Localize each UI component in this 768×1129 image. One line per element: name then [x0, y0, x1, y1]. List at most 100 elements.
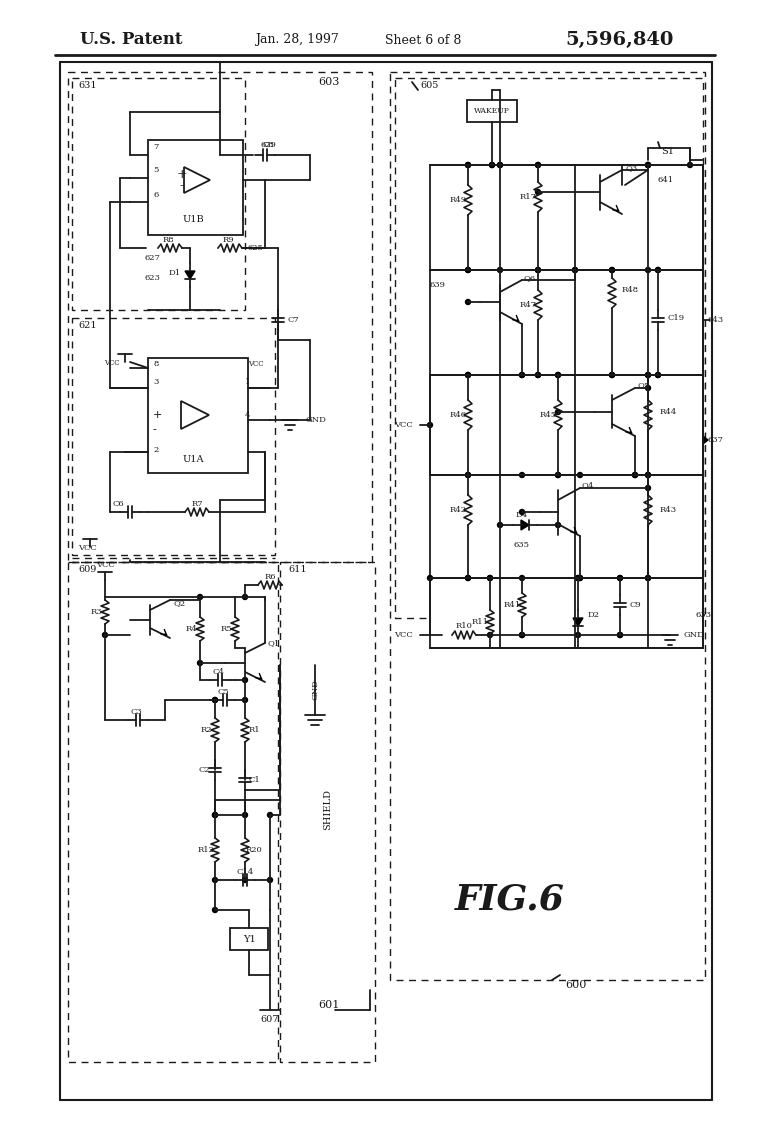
Text: R5: R5 — [220, 625, 232, 633]
Circle shape — [535, 190, 541, 194]
Circle shape — [213, 813, 217, 817]
Text: R43: R43 — [660, 506, 677, 514]
Circle shape — [243, 677, 247, 683]
Circle shape — [465, 373, 471, 377]
Circle shape — [617, 576, 623, 580]
Text: 641: 641 — [658, 176, 674, 184]
Text: R10: R10 — [455, 622, 472, 630]
Text: Q5: Q5 — [637, 380, 649, 390]
Text: R7: R7 — [191, 500, 203, 508]
Circle shape — [243, 595, 247, 599]
Circle shape — [267, 877, 273, 883]
Circle shape — [519, 509, 525, 515]
Bar — [72, 78, 245, 310]
Circle shape — [645, 576, 650, 580]
Text: R9: R9 — [222, 236, 233, 244]
Polygon shape — [521, 520, 529, 530]
Polygon shape — [185, 271, 195, 279]
Circle shape — [535, 373, 541, 377]
Circle shape — [213, 698, 217, 702]
Circle shape — [465, 473, 471, 478]
Text: C1: C1 — [248, 776, 260, 784]
Text: R44: R44 — [660, 408, 677, 415]
Text: 5: 5 — [153, 166, 158, 174]
Circle shape — [575, 576, 581, 580]
Text: VCC: VCC — [104, 359, 120, 367]
Text: VCC: VCC — [248, 360, 263, 368]
Circle shape — [575, 576, 581, 580]
Circle shape — [610, 373, 614, 377]
Circle shape — [488, 576, 492, 580]
Circle shape — [555, 523, 561, 527]
Text: VCC: VCC — [394, 631, 413, 639]
Circle shape — [645, 373, 650, 377]
Text: 8: 8 — [153, 360, 158, 368]
Text: S1: S1 — [661, 148, 674, 157]
Circle shape — [519, 373, 525, 377]
Circle shape — [555, 473, 561, 478]
Circle shape — [465, 576, 471, 580]
Text: R48: R48 — [622, 286, 639, 294]
Circle shape — [519, 576, 525, 580]
Circle shape — [489, 163, 495, 167]
Text: -: - — [180, 180, 184, 193]
Text: 601: 601 — [319, 1000, 340, 1010]
Circle shape — [555, 473, 561, 478]
Circle shape — [213, 877, 217, 883]
Text: U1A: U1A — [182, 455, 204, 464]
Circle shape — [645, 473, 650, 478]
Text: Q1: Q1 — [267, 639, 280, 647]
Circle shape — [687, 163, 693, 167]
Bar — [68, 562, 278, 1062]
Text: Q2: Q2 — [173, 599, 185, 607]
Bar — [395, 78, 703, 618]
Text: Sheet 6 of 8: Sheet 6 of 8 — [385, 34, 462, 46]
Circle shape — [555, 373, 561, 377]
Text: 637: 637 — [708, 436, 724, 444]
Circle shape — [519, 632, 525, 638]
Bar — [430, 475, 703, 578]
Text: 643: 643 — [708, 316, 724, 324]
Circle shape — [535, 163, 541, 167]
Circle shape — [617, 632, 623, 638]
Text: R17: R17 — [519, 193, 537, 201]
Circle shape — [578, 576, 582, 580]
Text: C8: C8 — [262, 141, 274, 149]
Circle shape — [498, 163, 502, 167]
Text: D2: D2 — [588, 611, 600, 619]
Circle shape — [656, 268, 660, 272]
Circle shape — [645, 163, 650, 167]
Circle shape — [610, 268, 614, 272]
Circle shape — [489, 163, 495, 167]
Circle shape — [555, 410, 561, 414]
Circle shape — [243, 698, 247, 702]
Bar — [148, 358, 248, 473]
Bar — [467, 100, 517, 122]
Circle shape — [645, 373, 650, 377]
Text: 6: 6 — [153, 191, 158, 199]
Circle shape — [243, 877, 247, 883]
Text: R8: R8 — [162, 236, 174, 244]
Circle shape — [465, 576, 471, 580]
Circle shape — [213, 698, 217, 702]
Text: GND: GND — [305, 415, 326, 425]
Bar — [430, 375, 703, 475]
Circle shape — [610, 268, 614, 272]
Text: Y1: Y1 — [243, 935, 256, 944]
Text: 603: 603 — [319, 77, 340, 87]
Text: 623: 623 — [144, 274, 160, 282]
Circle shape — [465, 163, 471, 167]
Circle shape — [428, 576, 432, 580]
Circle shape — [519, 473, 525, 478]
Bar — [430, 270, 703, 375]
Text: 633: 633 — [695, 611, 711, 619]
Text: C5: C5 — [217, 688, 229, 695]
Text: D1: D1 — [169, 269, 181, 277]
Text: R45: R45 — [539, 411, 557, 419]
Text: R49: R49 — [449, 196, 467, 204]
Text: 627: 627 — [144, 254, 160, 262]
Text: 7: 7 — [153, 143, 158, 151]
Text: C3: C3 — [130, 708, 142, 716]
Circle shape — [102, 632, 108, 638]
Circle shape — [656, 373, 660, 377]
